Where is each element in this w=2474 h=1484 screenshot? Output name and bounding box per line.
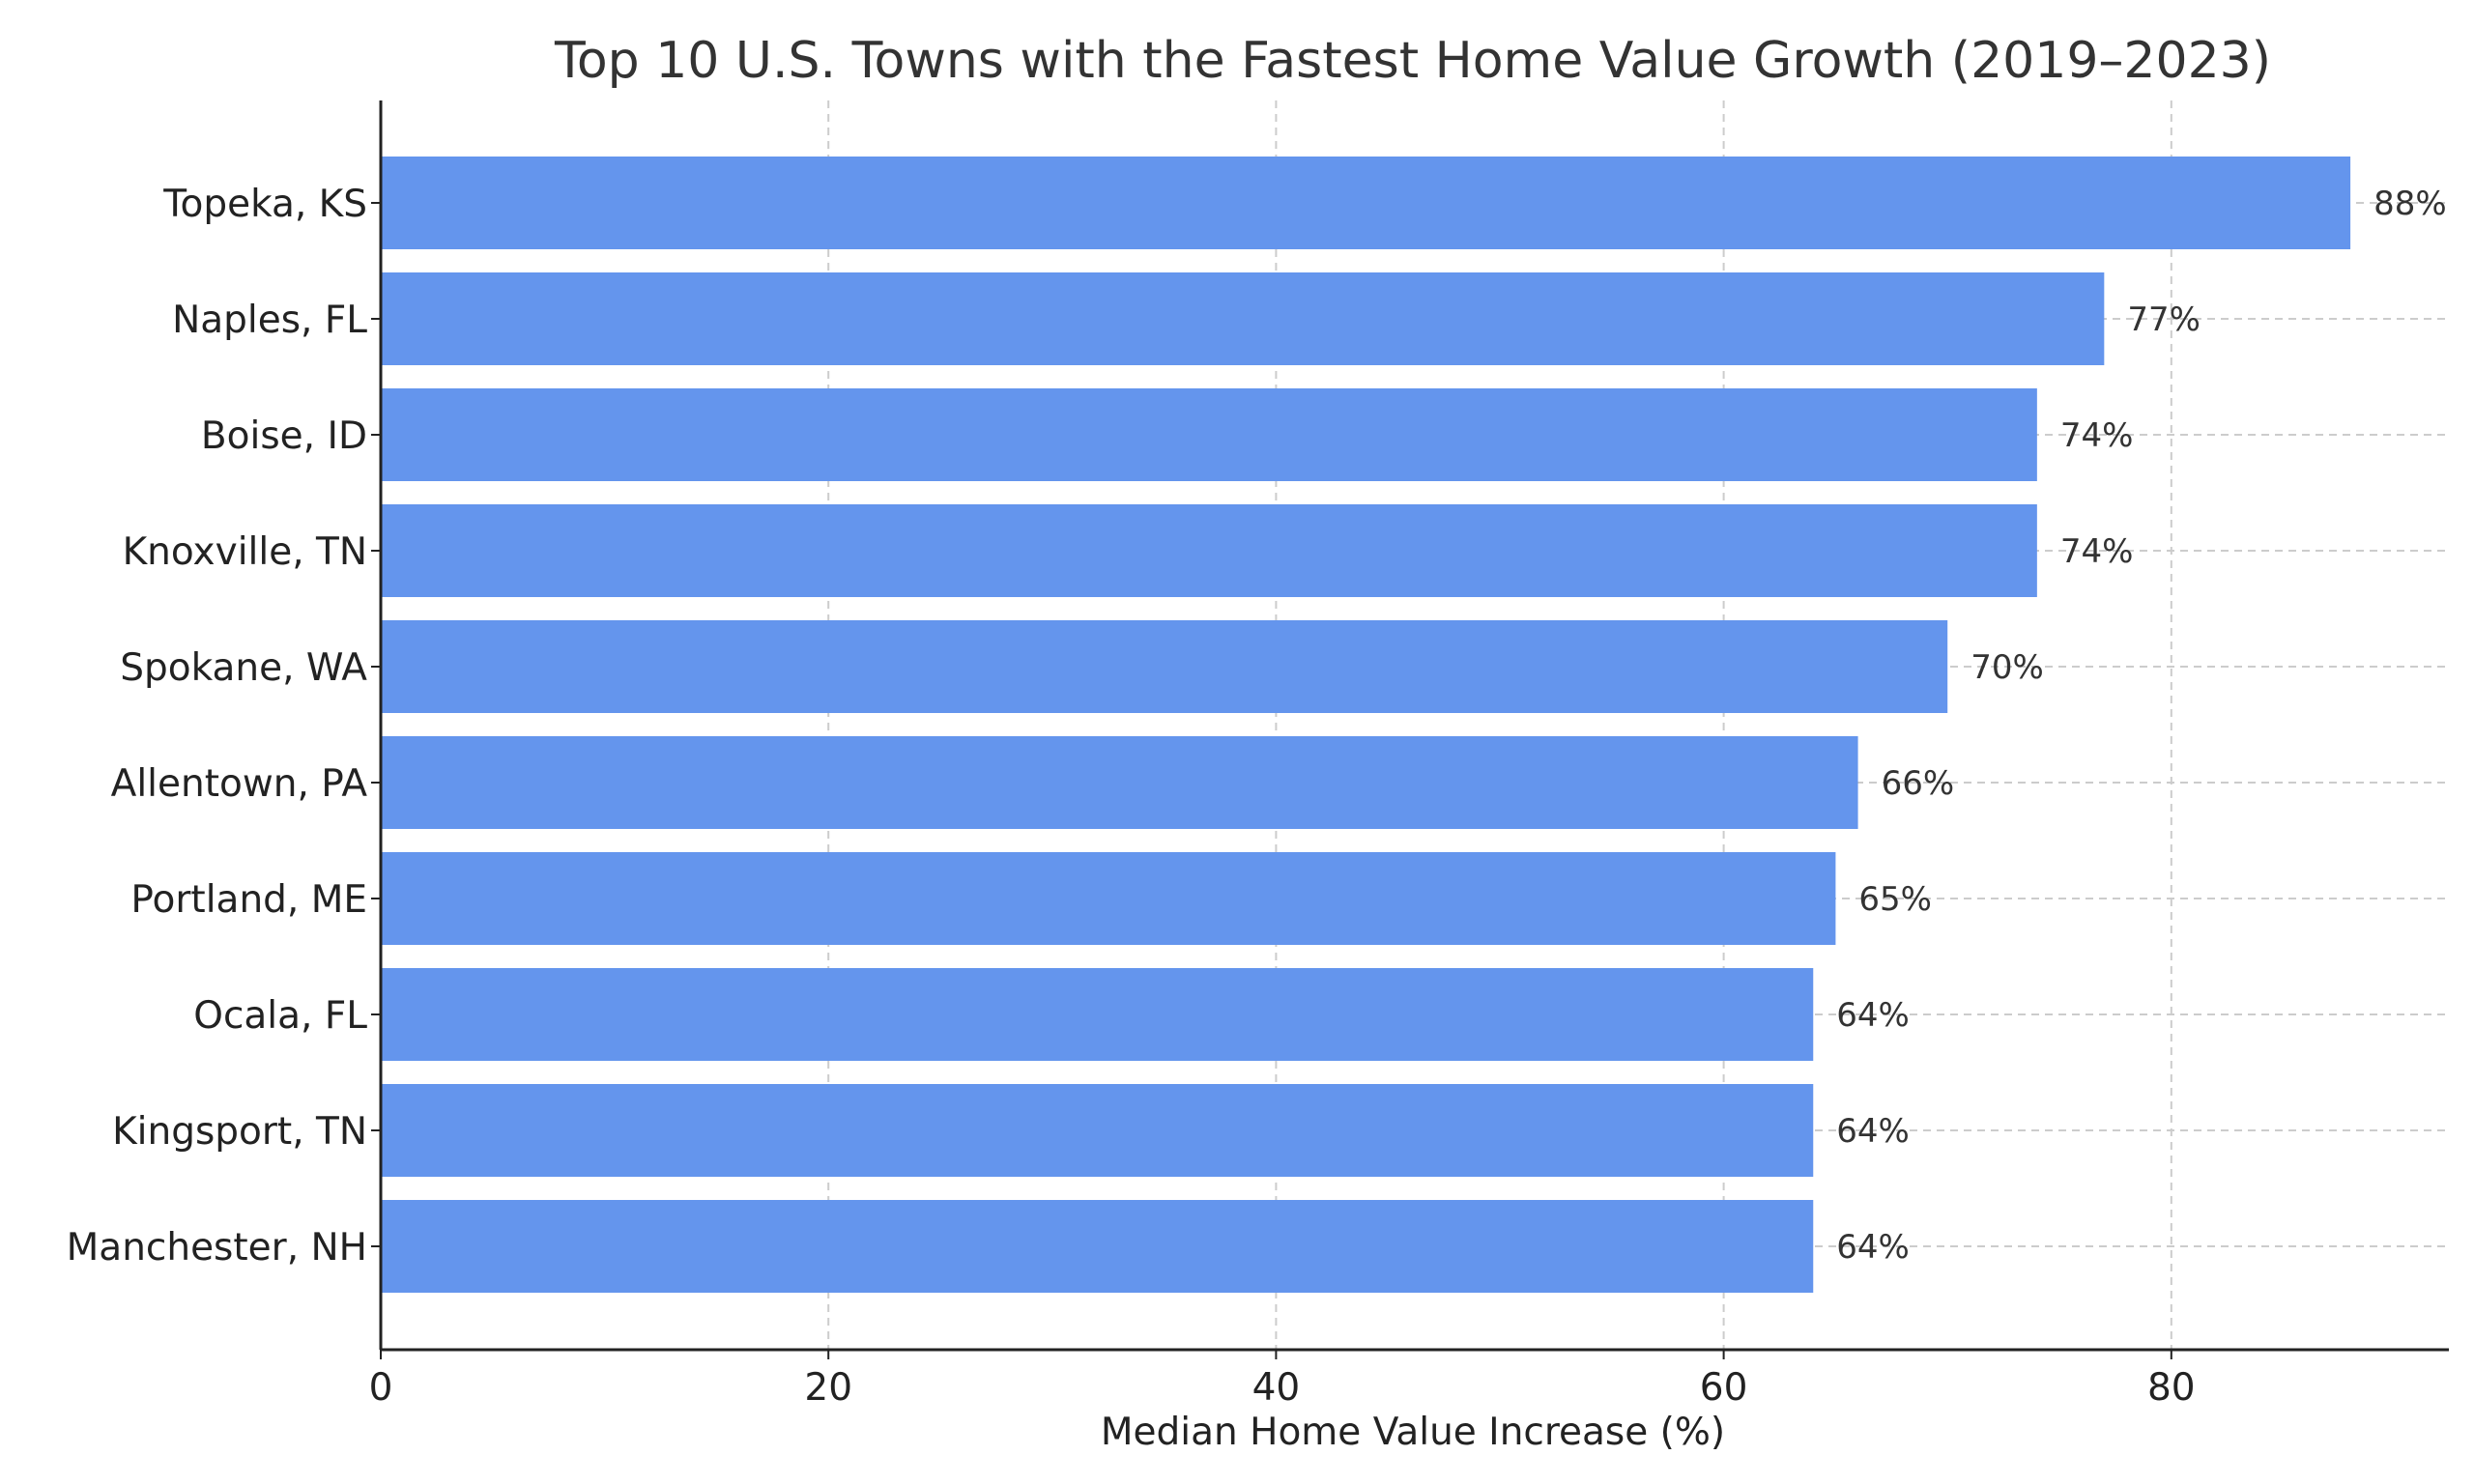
x-tick-labels: 0 20 40 60 80	[369, 1366, 2196, 1410]
bar-3	[381, 504, 2037, 597]
value-labels: 88% 77% 74% 74% 70% 66% 65% 64% 64% 64%	[1836, 185, 2446, 1267]
category-label: Boise, ID	[201, 414, 367, 458]
bar-8	[381, 1084, 1814, 1177]
bars	[381, 157, 2351, 1293]
x-tick-label: 20	[804, 1366, 852, 1410]
value-label: 66%	[1882, 764, 1955, 803]
x-tick-label: 40	[1252, 1366, 1301, 1410]
category-label: Manchester, NH	[67, 1226, 367, 1270]
category-label: Ocala, FL	[193, 994, 367, 1038]
category-labels: Topeka, KS Naples, FL Boise, ID Knoxville, …	[67, 183, 368, 1270]
value-label: 74%	[2060, 416, 2134, 455]
x-tick-label: 0	[369, 1366, 393, 1410]
category-label: Portland, ME	[130, 878, 367, 922]
x-tick-label: 60	[1700, 1366, 1748, 1410]
value-label: 64%	[1836, 1228, 1910, 1267]
category-label: Naples, FL	[172, 299, 367, 342]
bar-0	[381, 157, 2351, 249]
category-label: Spokane, WA	[120, 646, 367, 690]
bar-1	[381, 272, 2105, 365]
bar-4	[381, 620, 1948, 713]
bar-5	[381, 736, 1858, 829]
value-label: 64%	[1836, 1112, 1910, 1151]
bar-2	[381, 388, 2037, 481]
x-tick-label: 80	[2147, 1366, 2196, 1410]
value-label: 64%	[1836, 996, 1910, 1035]
axes	[371, 100, 2449, 1359]
chart-title: Top 10 U.S. Towns with the Fastest Home …	[554, 32, 2271, 90]
bar-7	[381, 968, 1814, 1061]
value-label: 65%	[1858, 880, 1932, 919]
x-axis-label: Median Home Value Increase (%)	[1101, 1411, 1725, 1454]
value-label: 77%	[2127, 300, 2201, 339]
value-label: 74%	[2060, 532, 2134, 571]
category-label: Knoxville, TN	[123, 530, 367, 574]
bar-6	[381, 852, 1836, 945]
bar-9	[381, 1200, 1814, 1293]
category-label: Kingsport, TN	[112, 1110, 367, 1154]
value-label: 88%	[2373, 185, 2447, 223]
category-label: Topeka, KS	[162, 183, 367, 226]
value-label: 70%	[1971, 648, 2044, 687]
category-label: Allentown, PA	[111, 762, 368, 806]
